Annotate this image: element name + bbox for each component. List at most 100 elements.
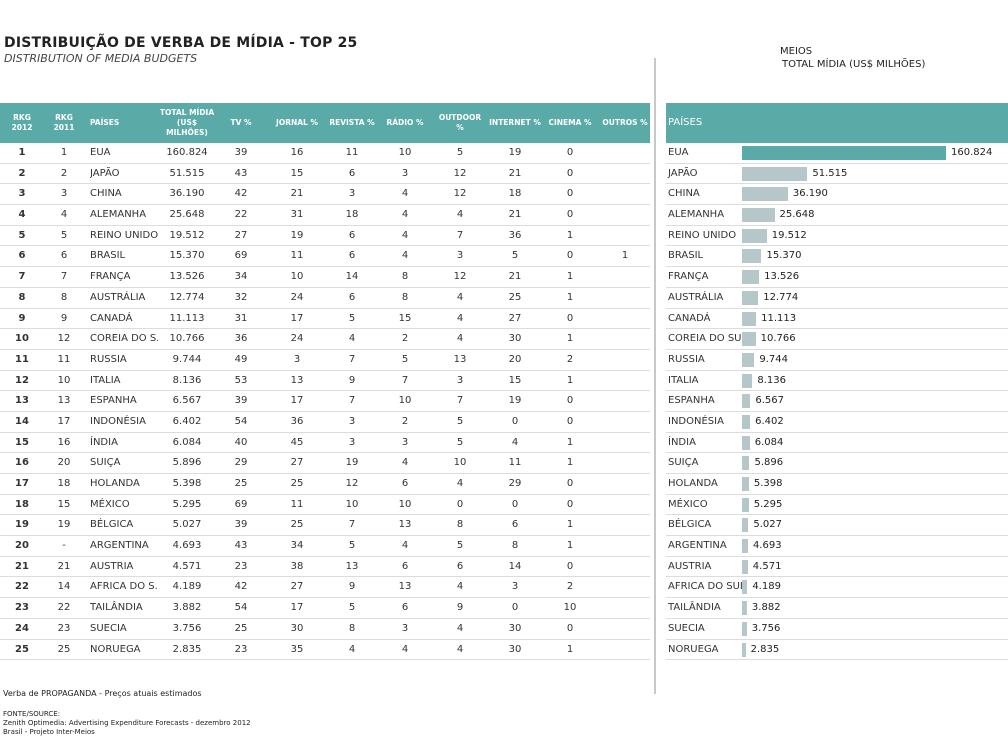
cell-country: AUSTRÁLIA <box>90 291 146 303</box>
cell-outdoor: 9 <box>456 602 464 614</box>
cell-internet: 4 <box>511 436 519 448</box>
cell-others <box>598 412 652 432</box>
cell-tv: 23 <box>234 560 248 572</box>
cell-cinema: 2 <box>566 581 574 593</box>
cell-radio: 6 <box>401 602 409 614</box>
cell-newspaper: 27 <box>290 581 304 593</box>
cell-others <box>598 226 652 246</box>
cell-outdoor: 7 <box>456 229 464 241</box>
cell-cinema: 0 <box>566 395 574 407</box>
cell-others <box>598 577 652 597</box>
bar-category-label: TAILÂNDIA <box>668 602 721 614</box>
header-rank-2011: RKG 2011 <box>53 113 75 132</box>
bar <box>742 332 756 347</box>
table-row: 22 14 AFRICA DO S.. 4.189 42 27 9 13 4 3 2 <box>0 577 652 599</box>
cell-rank-2011: 9 <box>60 312 68 324</box>
bar <box>742 373 753 388</box>
cell-internet: 30 <box>508 333 522 345</box>
cell-internet: 25 <box>508 291 522 303</box>
cell-radio: 3 <box>401 622 409 634</box>
bar-category-label: SUIÇA <box>668 457 699 469</box>
bar-category-label: ARGENTINA <box>668 540 727 552</box>
cell-newspaper: 25 <box>290 519 304 531</box>
cell-outdoor: 8 <box>456 519 464 531</box>
cell-tv: 39 <box>234 147 248 158</box>
bar-category-label: BRASIL <box>668 250 704 262</box>
cell-radio: 4 <box>401 457 409 469</box>
cell-outdoor: 3 <box>456 250 464 262</box>
cell-cinema: 0 <box>566 167 574 179</box>
cell-total-media: 6.084 <box>172 436 202 448</box>
cell-newspaper: 17 <box>290 395 304 407</box>
cell-newspaper: 45 <box>290 436 304 448</box>
cell-radio: 4 <box>401 250 409 262</box>
cell-others <box>598 350 652 370</box>
cell-internet: 5 <box>511 250 519 262</box>
legend-value: TOTAL MÍDIA (US$ MILHÕES) <box>782 59 926 70</box>
cell-rank-2011: 19 <box>57 519 71 531</box>
cell-newspaper: 10 <box>290 271 304 283</box>
chart-row: CANADÁ 11.113 <box>666 309 1008 330</box>
cell-rank-2012: 14 <box>15 415 29 427</box>
bar-category-label: ITALIA <box>668 374 699 386</box>
cell-cinema: 1 <box>566 229 574 241</box>
chart-row: ÍNDIA 6.084 <box>666 433 1008 454</box>
table-row: 1 1 EUA 160.824 39 16 11 10 5 19 0 <box>0 143 650 164</box>
cell-others <box>598 143 652 163</box>
cell-outdoor: 4 <box>456 291 464 303</box>
bar-category-label: FRANÇA <box>668 271 709 283</box>
bar <box>742 559 748 574</box>
cell-magazine: 13 <box>345 560 359 572</box>
bar-value-label: 4.189 <box>752 581 781 593</box>
bar-value-label: 13.526 <box>764 271 800 283</box>
cell-rank-2011: 12 <box>57 333 71 345</box>
cell-tv: 43 <box>234 540 248 552</box>
cell-total-media: 4.693 <box>172 540 202 552</box>
cell-rank-2012: 22 <box>15 581 29 593</box>
header-magazine: REVISTA % <box>329 118 375 127</box>
cell-others <box>598 184 652 204</box>
cell-magazine: 7 <box>348 353 356 365</box>
cell-others <box>598 205 652 225</box>
header-outdoor: OUTDOOR % <box>438 113 482 132</box>
cell-others: 1 <box>621 250 629 262</box>
bar-category-label: CHINA <box>668 188 700 200</box>
cell-total-media: 36.190 <box>169 188 205 200</box>
cell-country: EUA <box>90 147 111 158</box>
cell-internet: 0 <box>511 415 519 427</box>
cell-magazine: 19 <box>345 457 359 469</box>
bar-category-label: AFRICA DO SUL <box>668 581 746 593</box>
cell-magazine: 6 <box>348 291 356 303</box>
bar <box>742 642 746 657</box>
cell-country: TAILÂNDIA <box>90 602 143 614</box>
cell-total-media: 11.113 <box>169 312 205 324</box>
cell-radio: 15 <box>398 312 412 324</box>
cell-magazine: 4 <box>348 333 356 345</box>
bar-category-label: JAPÃO <box>668 167 698 179</box>
cell-others <box>598 495 652 515</box>
bar-value-label: 3.882 <box>751 602 781 614</box>
cell-tv: 49 <box>234 353 248 365</box>
cell-total-media: 25.648 <box>169 209 205 221</box>
chart-row: ITALIA 8.136 <box>666 371 1008 392</box>
cell-total-media: 51.515 <box>169 167 205 179</box>
cell-country: BÉLGICA <box>90 519 134 531</box>
cell-country: ITALIA <box>90 374 121 386</box>
table-row: 3 3 CHINA 36.190 42 21 3 4 12 18 0 <box>0 184 652 206</box>
bar <box>742 166 808 181</box>
bar-category-label: BÉLGICA <box>668 519 712 531</box>
cell-rank-2011: 25 <box>57 643 71 655</box>
cell-radio: 4 <box>401 188 409 200</box>
table-row: 23 22 TAILÂNDIA 3.882 54 17 5 6 9 0 10 <box>0 598 650 619</box>
cell-others <box>598 164 652 184</box>
cell-tv: 34 <box>234 271 248 283</box>
cell-tv: 69 <box>234 498 248 510</box>
cell-radio: 13 <box>398 519 412 531</box>
table-row: 12 10 ITALIA 8.136 53 13 9 7 3 15 1 <box>0 371 650 392</box>
bar-category-label: CANADÁ <box>668 312 711 324</box>
bar <box>742 249 762 264</box>
cell-rank-2011: 6 <box>60 250 68 262</box>
chart-row: AUSTRIA 4.571 <box>666 557 1008 578</box>
bar <box>742 601 747 616</box>
chart-row: COREIA DO SUL 10.766 <box>666 329 1008 350</box>
